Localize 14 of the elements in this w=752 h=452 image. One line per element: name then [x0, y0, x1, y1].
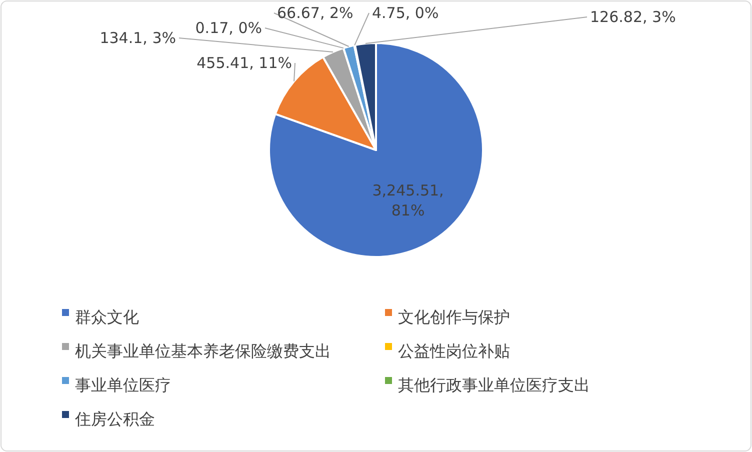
- data-label: 126.82, 3%: [590, 8, 676, 26]
- legend-label: 公益性岗位补贴: [398, 341, 510, 360]
- data-label: 66.67, 2%: [277, 4, 354, 22]
- data-label: 4.75, 0%: [372, 4, 439, 22]
- legend-label: 群众文化: [75, 307, 139, 326]
- data-label: 455.41, 11%: [196, 54, 292, 72]
- legend-label: 文化创作与保护: [398, 307, 510, 326]
- legend-label: 机关事业单位基本养老保险缴费支出: [75, 341, 331, 360]
- legend-label: 事业单位医疗: [75, 375, 171, 394]
- legend-label: 其他行政事业单位医疗支出: [398, 375, 590, 394]
- data-label: 0.17, 0%: [195, 19, 262, 37]
- data-label: 134.1, 3%: [100, 29, 176, 47]
- data-label: 3,245.51, 81%: [372, 181, 444, 220]
- legend-label: 住房公积金: [74, 409, 155, 428]
